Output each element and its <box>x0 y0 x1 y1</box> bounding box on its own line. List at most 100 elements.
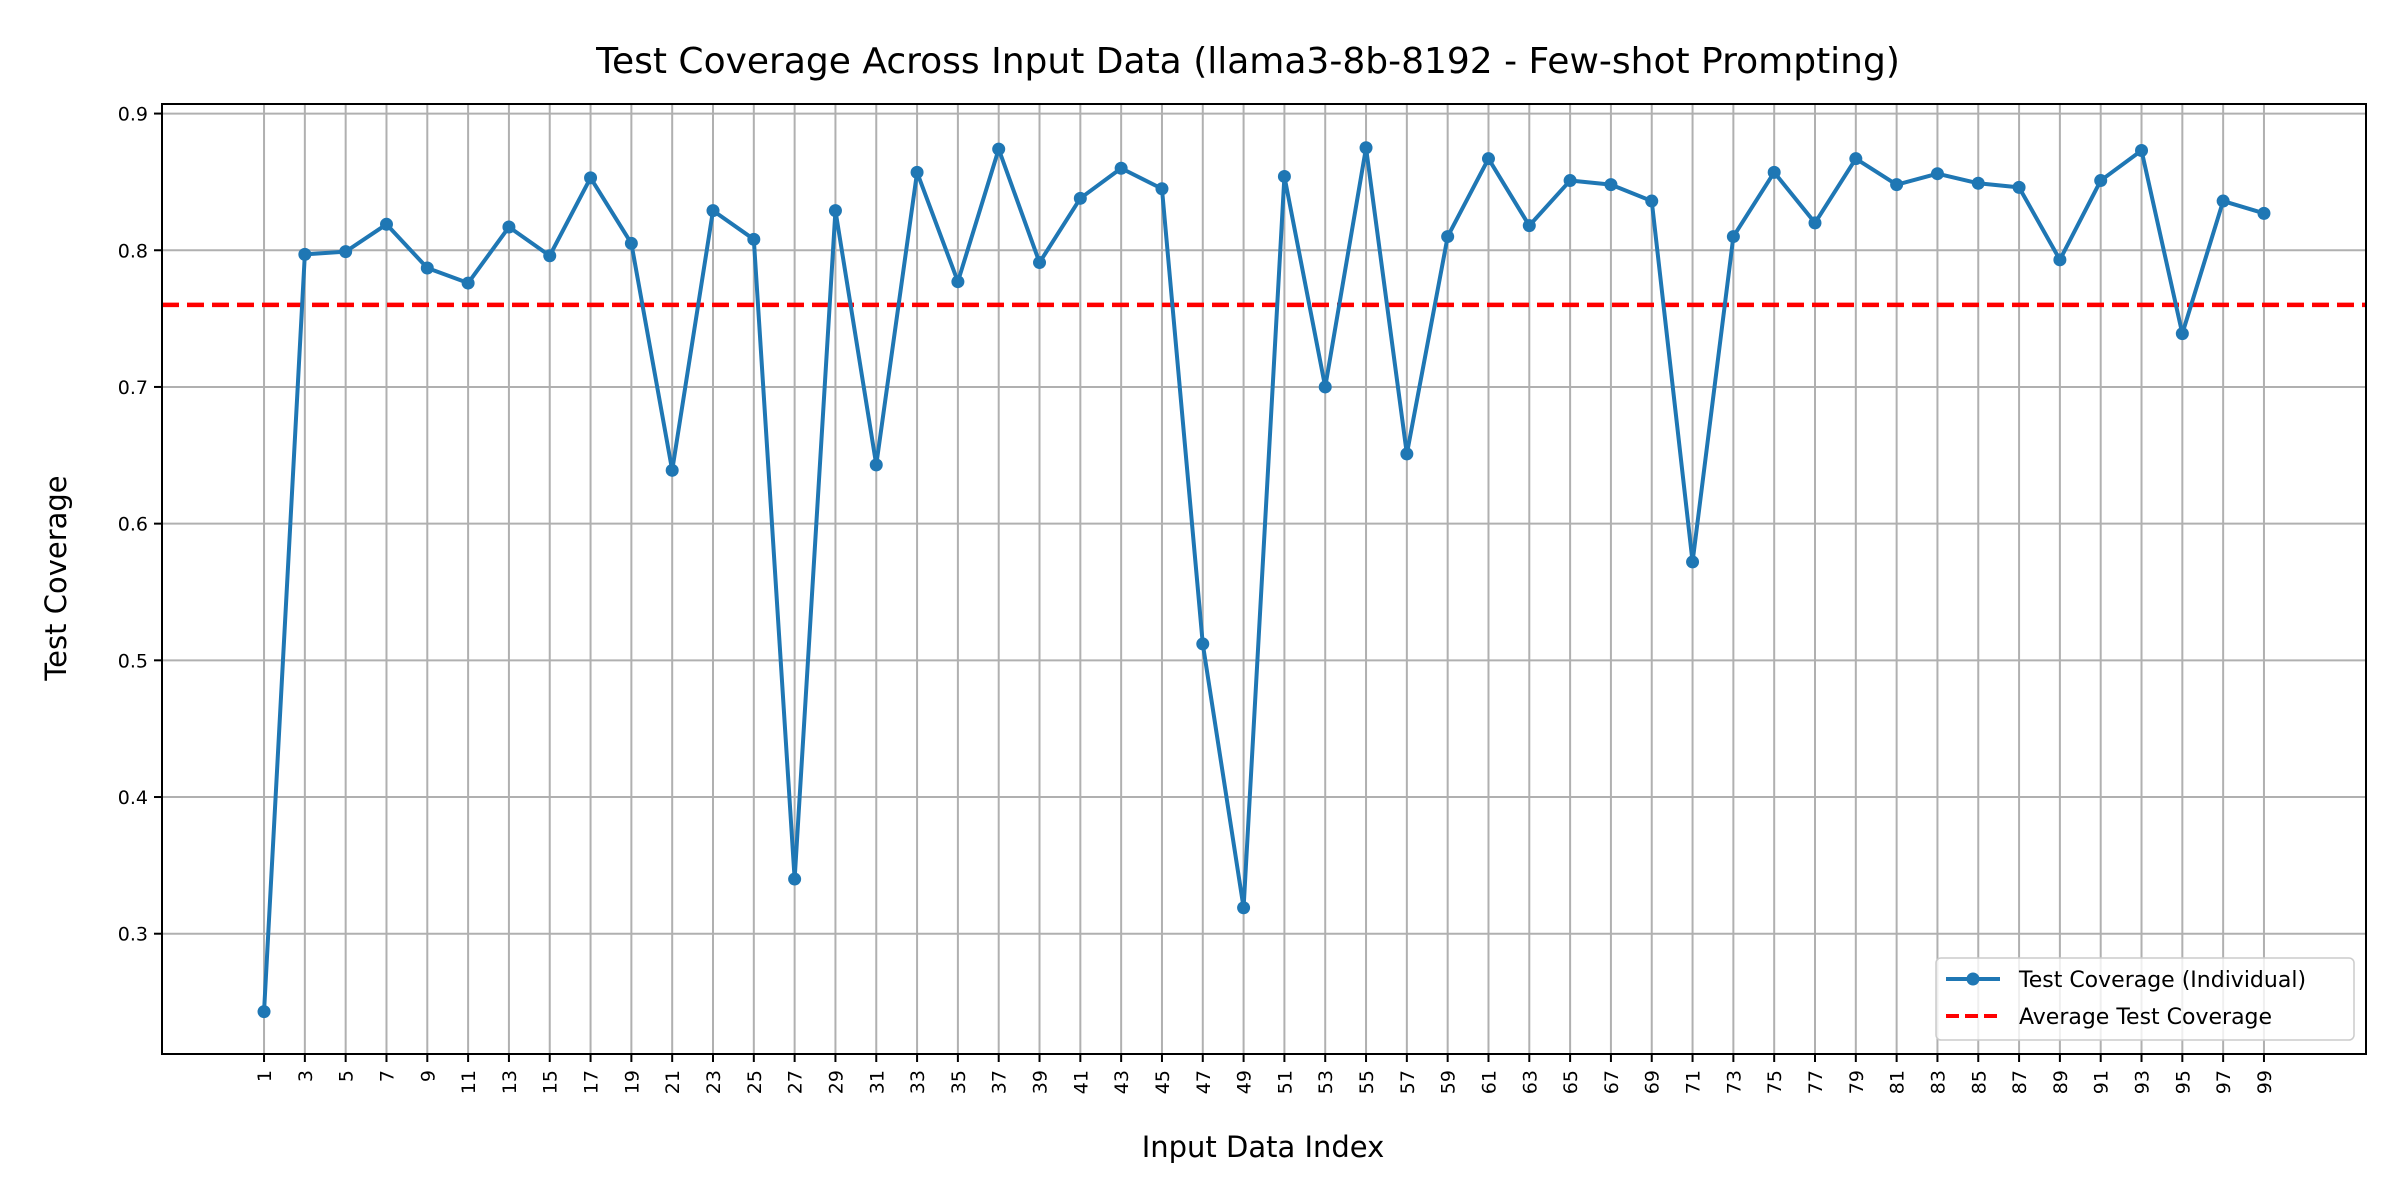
data-point <box>1930 167 1944 181</box>
data-point <box>828 204 842 218</box>
x-tick-label: 1 <box>254 1070 276 1082</box>
y-tick-label: 0.9 <box>118 104 148 126</box>
x-tick-label: 77 <box>1805 1070 1827 1094</box>
data-point <box>1849 152 1863 166</box>
x-tick-label: 41 <box>1070 1070 1092 1094</box>
x-tick-label: 23 <box>703 1070 725 1094</box>
x-tick-label: 55 <box>1356 1070 1378 1094</box>
data-point <box>1563 174 1577 188</box>
x-tick-label: 79 <box>1846 1070 1868 1094</box>
data-point <box>1277 169 1291 183</box>
x-tick-label: 95 <box>2172 1070 2194 1094</box>
x-tick-label: 9 <box>417 1070 439 1082</box>
x-tick-label: 75 <box>1764 1070 1786 1094</box>
series-layer <box>257 141 2271 1019</box>
x-tick-label: 73 <box>1723 1070 1745 1094</box>
legend-label-individual: Test Coverage (Individual) <box>2018 968 2306 993</box>
x-tick-label: 97 <box>2213 1070 2235 1094</box>
x-tick-label: 3 <box>295 1070 317 1082</box>
data-point <box>1604 178 1618 192</box>
data-point <box>2012 180 2026 194</box>
x-tick-label: 85 <box>1968 1070 1990 1094</box>
data-point <box>992 142 1006 156</box>
x-tick-label: 35 <box>948 1070 970 1094</box>
data-point <box>665 463 679 477</box>
x-tick-label: 11 <box>458 1070 480 1094</box>
data-point <box>584 171 598 185</box>
x-tick-label: 69 <box>1642 1070 1664 1094</box>
x-tick-label: 71 <box>1683 1070 1705 1094</box>
x-tick-label: 63 <box>1519 1070 1541 1094</box>
x-tick-label: 5 <box>336 1070 358 1082</box>
y-tick-label: 0.6 <box>118 514 148 536</box>
series-line-individual <box>262 145 2266 1014</box>
x-tick-label: 61 <box>1478 1070 1500 1094</box>
x-tick-label: 13 <box>499 1070 521 1094</box>
x-axis-label: Input Data Index <box>1142 1130 1385 1164</box>
y-tick-label: 0.5 <box>118 650 148 672</box>
x-axis-ticks: 1 3 5 7 9 11 13 15 17 19 21 23 25 27 29 31 33 35 37 39 41 43 4… <box>254 1054 2276 1094</box>
x-tick-label: 57 <box>1397 1070 1419 1094</box>
x-tick-label: 29 <box>825 1070 847 1094</box>
x-tick-label: 7 <box>376 1070 398 1082</box>
x-tick-label: 93 <box>2132 1070 2154 1094</box>
data-point <box>1441 230 1455 244</box>
x-tick-label: 65 <box>1560 1070 1582 1094</box>
x-tick-label: 21 <box>662 1070 684 1094</box>
data-point <box>1318 380 1332 394</box>
x-tick-label: 15 <box>540 1070 562 1094</box>
data-point <box>1726 230 1740 244</box>
data-point <box>502 220 516 234</box>
legend-marker-individual <box>1966 972 1980 986</box>
data-point <box>298 247 312 261</box>
data-point <box>420 261 434 275</box>
x-tick-label: 19 <box>621 1070 643 1094</box>
data-point <box>2094 174 2108 188</box>
data-point <box>951 275 965 289</box>
data-point <box>1237 901 1251 915</box>
data-point <box>1114 161 1128 175</box>
legend: Test Coverage (Individual) Average Test … <box>1935 957 2355 1041</box>
data-point <box>706 204 720 218</box>
data-point <box>2216 194 2230 208</box>
x-tick-label: 39 <box>1030 1070 1052 1094</box>
data-point <box>869 458 883 472</box>
x-tick-label: 87 <box>2009 1070 2031 1094</box>
x-tick-label: 27 <box>785 1070 807 1094</box>
data-point <box>1971 176 1985 190</box>
x-tick-label: 47 <box>1193 1070 1215 1094</box>
data-point <box>1890 178 1904 192</box>
plot-frame <box>161 103 2367 1055</box>
data-point <box>461 276 475 290</box>
data-point <box>1033 256 1047 270</box>
data-point <box>624 236 638 250</box>
data-point <box>1481 152 1495 166</box>
x-tick-label: 31 <box>866 1070 888 1094</box>
x-tick-label: 91 <box>2091 1070 2113 1094</box>
y-tick-label: 0.7 <box>118 377 148 399</box>
x-tick-label: 59 <box>1438 1070 1460 1094</box>
legend-box <box>1935 957 2355 1041</box>
y-axis-ticks: 0.3 0.4 0.5 0.6 0.7 0.8 0.9 <box>118 104 162 946</box>
data-point <box>788 872 802 886</box>
data-point <box>257 1005 271 1019</box>
x-tick-label: 25 <box>744 1070 766 1094</box>
data-point <box>1522 219 1536 233</box>
data-point <box>1645 194 1659 208</box>
x-tick-label: 37 <box>989 1070 1011 1094</box>
y-tick-label: 0.4 <box>118 787 148 809</box>
chart-title: Test Coverage Across Input Data (llama3-… <box>595 41 1900 82</box>
data-point <box>1073 191 1087 205</box>
x-tick-label: 99 <box>2254 1070 2276 1094</box>
x-tick-label: 83 <box>1927 1070 1949 1094</box>
x-tick-label: 89 <box>2050 1070 2072 1094</box>
data-point <box>2135 143 2149 157</box>
data-point <box>1767 165 1781 179</box>
x-tick-label: 81 <box>1887 1070 1909 1094</box>
x-tick-label: 45 <box>1152 1070 1174 1094</box>
data-point <box>1686 555 1700 569</box>
x-tick-label: 53 <box>1315 1070 1337 1094</box>
x-tick-label: 43 <box>1111 1070 1133 1094</box>
